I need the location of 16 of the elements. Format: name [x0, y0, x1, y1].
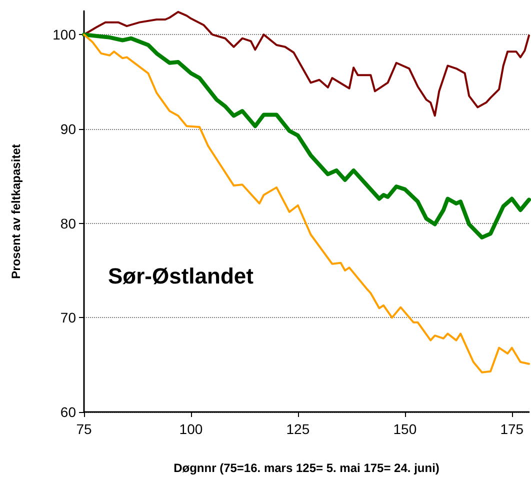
x-tick-label: 125 — [286, 421, 310, 437]
x-axis-title: Døgnnr (75=16. mars 125= 5. mai 175= 24. juni) — [174, 461, 440, 475]
line-series — [83, 34, 530, 374]
y-tick-label: 80 — [60, 215, 76, 232]
y-tick-label: 60 — [60, 404, 76, 420]
annotation: Sør-Østlandet — [108, 264, 254, 288]
line-series — [83, 10, 530, 117]
x-tick-label: 75 — [76, 421, 92, 437]
y-tick-label: 70 — [60, 310, 76, 326]
x-tick-label: 100 — [179, 421, 203, 437]
y-tick-label: 100 — [52, 26, 76, 43]
line-series — [82, 32, 531, 240]
x-tick-label: 175 — [500, 421, 524, 437]
y-tick-label: 90 — [60, 120, 76, 137]
y-axis-title: Prosent av feltkapasitet — [9, 144, 23, 279]
x-tick-label: 150 — [393, 421, 417, 437]
